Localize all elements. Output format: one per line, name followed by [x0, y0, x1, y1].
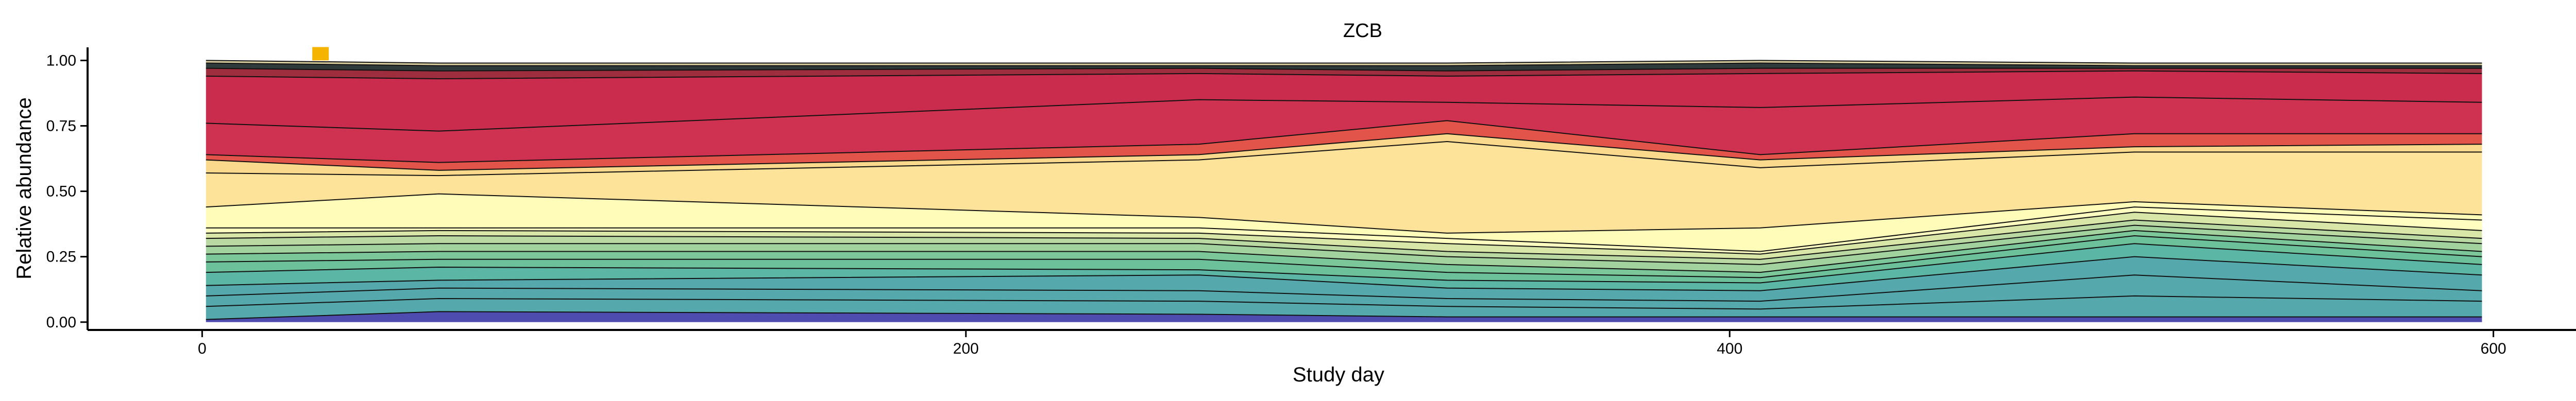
x-axis-ticks: 0 200 400 600 [198, 330, 2506, 357]
area-layer-13 [206, 142, 2482, 233]
area-layer-15 [206, 120, 2482, 170]
layer-boundary-20 [206, 60, 2482, 64]
layer-boundary-11 [206, 206, 2482, 252]
stacked-areas [206, 60, 2482, 322]
x-tick-label: 200 [953, 340, 979, 357]
area-layer-9 [206, 220, 2482, 265]
layer-boundary-18 [206, 67, 2482, 72]
layer-boundary-8 [206, 224, 2482, 265]
y-tick-label: 0.00 [46, 314, 76, 331]
area-layer-2 [206, 295, 2482, 320]
y-tick-label: 0.25 [46, 249, 76, 266]
area-layer-10 [206, 212, 2482, 259]
boundary-lines [206, 60, 2482, 320]
layer-boundary-1 [206, 311, 2482, 320]
area-layer-5 [206, 243, 2482, 291]
y-tick-label: 0.50 [46, 183, 76, 200]
layer-boundary-6 [206, 235, 2482, 278]
chart-title: ZCB [1343, 20, 1382, 42]
y-tick-label: 0.75 [46, 118, 76, 135]
layer-boundary-7 [206, 230, 2482, 273]
layer-boundary-5 [206, 243, 2482, 284]
y-axis-ticks: 0.00 0.25 0.50 0.75 1.00 [46, 52, 88, 331]
layer-boundary-10 [206, 212, 2482, 255]
layer-boundary-13 [206, 141, 2482, 177]
area-layer-7 [206, 230, 2482, 278]
layer-boundary-14 [206, 133, 2482, 171]
layer-boundary-16 [206, 96, 2482, 132]
y-tick-label: 1.00 [46, 52, 76, 69]
layer-boundary-19 [206, 62, 2482, 66]
layer-boundary-3 [206, 274, 2482, 302]
area-layer-8 [206, 225, 2482, 273]
layer-boundary-9 [206, 219, 2482, 260]
layer-boundary-17 [206, 70, 2482, 80]
area-layer-1 [206, 311, 2482, 322]
highlight-marker-layer [312, 47, 329, 61]
x-axis-label: Study day [1293, 363, 1384, 386]
area-layer-19 [206, 63, 2482, 71]
layer-boundary-4 [206, 256, 2482, 291]
area-layer-3 [206, 275, 2482, 309]
area-layer-16 [206, 97, 2482, 163]
layer-boundary-12 [206, 193, 2482, 234]
y-axis-label: Relative abundance [13, 97, 36, 280]
x-tick-label: 400 [1717, 340, 1742, 357]
area-layer-14 [206, 133, 2482, 176]
x-tick-label: 600 [2481, 340, 2506, 357]
highlight-marker [312, 47, 329, 61]
area-layer-12 [206, 194, 2482, 252]
layer-boundary-2 [206, 295, 2482, 310]
x-tick-label: 0 [198, 340, 207, 357]
layer-boundary-15 [206, 120, 2482, 163]
